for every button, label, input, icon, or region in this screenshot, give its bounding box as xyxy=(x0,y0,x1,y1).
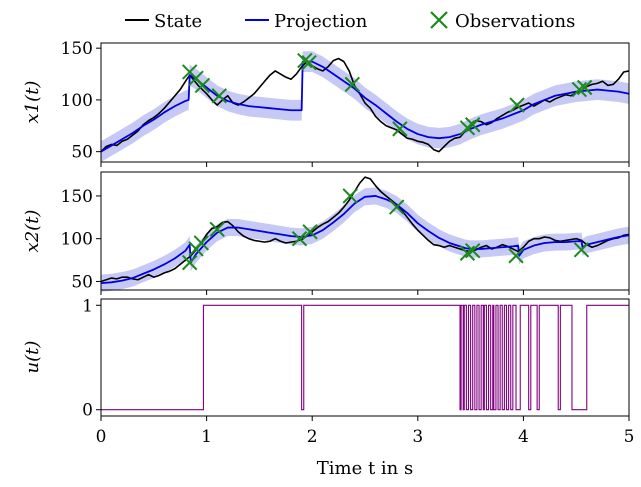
confidence-band-area xyxy=(101,51,629,162)
x2-y-axis-label: x2(t) xyxy=(22,210,43,253)
y-tick-label: 150 xyxy=(61,39,93,59)
observation-marker xyxy=(465,242,481,259)
observation-marker xyxy=(465,117,481,133)
observation-marker xyxy=(509,97,525,113)
u-y-axis-label: u(t) xyxy=(22,341,43,374)
x1-axes-frame xyxy=(100,42,630,163)
observation-marker xyxy=(342,188,358,204)
observation-marker xyxy=(297,52,313,69)
x2-state-series xyxy=(100,176,630,283)
x-tick-label: 4 xyxy=(518,427,529,447)
x2-axes-frame xyxy=(100,171,630,291)
x-axis-ticks: 0 1 2 3 4 5 xyxy=(96,162,635,447)
y-tick-label: 150 xyxy=(61,187,93,207)
x1-y-ticks: 50 100 150 xyxy=(61,39,101,163)
observation-marker xyxy=(573,242,590,258)
observation-marker xyxy=(576,79,593,96)
observation-marker xyxy=(459,245,476,261)
observation-marker xyxy=(211,88,227,104)
u-axes-frame xyxy=(100,298,630,417)
observation-marker xyxy=(344,76,361,93)
y-tick-label: 0 xyxy=(82,401,93,421)
observation-marker xyxy=(302,224,318,240)
x1-confidence-band xyxy=(101,51,629,162)
observation-marker xyxy=(388,199,405,215)
y-tick-label: 1 xyxy=(82,296,93,316)
x-axis-label: Time t in s xyxy=(317,458,413,479)
control-line xyxy=(101,304,629,411)
observation-marker xyxy=(181,254,198,271)
panel-x2: 50 100 150 x2(t) xyxy=(22,171,630,292)
observation-marker xyxy=(392,121,408,137)
observation-marker xyxy=(194,77,211,94)
x2-y-ticks: 50 100 150 xyxy=(61,187,101,292)
x2-observations xyxy=(181,188,590,271)
x1-observations xyxy=(181,52,593,137)
y-tick-label: 100 xyxy=(61,230,93,250)
projection-line xyxy=(100,60,630,153)
observation-marker xyxy=(209,221,225,237)
u-control-series xyxy=(101,304,629,411)
x-tick-label: 5 xyxy=(624,427,635,447)
x-tick-label: 1 xyxy=(201,427,212,447)
observation-marker xyxy=(301,54,317,71)
observation-marker xyxy=(508,248,524,264)
legend-projection-label: Projection xyxy=(274,11,368,32)
confidence-band-area xyxy=(101,187,629,292)
panel-x1: 50 100 150 x1(t) xyxy=(22,39,630,163)
state-line xyxy=(100,176,630,283)
x1-projection-series xyxy=(100,60,630,153)
y-tick-label: 100 xyxy=(61,91,93,111)
legend-state-label: State xyxy=(154,11,202,32)
legend-observations-marker xyxy=(430,11,448,29)
x-tick-label: 0 xyxy=(96,427,107,447)
panel-u: 01 u(t) xyxy=(22,296,630,421)
x-tick-label: 2 xyxy=(307,427,318,447)
y-tick-label: 50 xyxy=(71,143,93,163)
legend: State Projection Observations xyxy=(125,11,575,32)
legend-observations-label: Observations xyxy=(455,11,575,32)
u-y-ticks: 01 xyxy=(82,296,101,421)
x1-y-axis-label: x1(t) xyxy=(22,81,43,124)
observation-marker xyxy=(571,81,588,98)
observation-marker xyxy=(291,230,308,247)
observation-marker xyxy=(193,235,210,251)
y-tick-label: 50 xyxy=(71,272,93,292)
x2-confidence-band xyxy=(101,187,629,292)
x-tick-label: 3 xyxy=(412,427,423,447)
